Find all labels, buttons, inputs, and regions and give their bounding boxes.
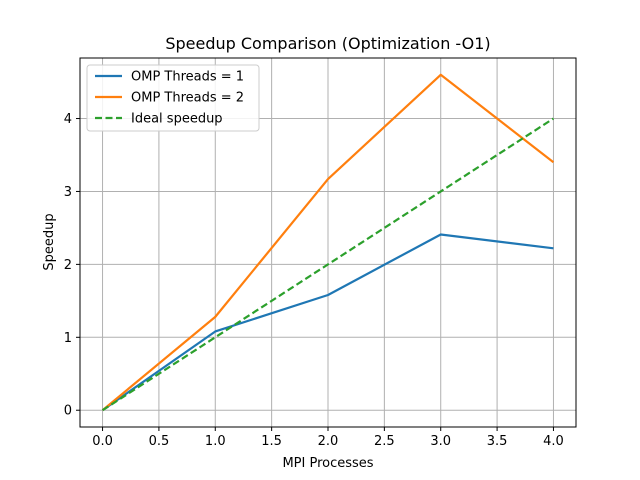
y-axis-label: Speedup	[42, 213, 57, 270]
chart-title: Speedup Comparison (Optimization -O1)	[165, 34, 490, 53]
x-axis-label: MPI Processes	[282, 456, 373, 471]
legend: OMP Threads = 1 OMP Threads = 2 Ideal spee…	[86, 64, 260, 132]
legend-box	[86, 64, 260, 132]
axis-ticks: 0.0 0.5 1.0 1.5 2.0 2.5 3.0 3.5 4.0 0 1 2 3 4	[64, 112, 564, 449]
y-tick-label: 1	[64, 331, 72, 346]
x-tick-label: 3.5	[487, 434, 508, 449]
y-tick-label: 4	[64, 112, 72, 127]
series-line-ideal-speedup	[101, 117, 555, 412]
y-tick-label: 0	[64, 404, 72, 419]
series-line-omp-threads-2	[101, 73, 555, 412]
legend-label: OMP Threads = 2	[131, 91, 244, 106]
x-tick-label: 1.0	[205, 434, 226, 449]
series-lines	[101, 73, 555, 412]
legend-label: OMP Threads = 1	[131, 70, 244, 85]
x-tick-label: 1.5	[261, 434, 282, 449]
x-tick-label: 2.0	[318, 434, 339, 449]
y-tick-label: 2	[64, 258, 72, 273]
x-tick-label: 2.5	[374, 434, 395, 449]
x-tick-label: 3.0	[430, 434, 451, 449]
y-tick-label: 3	[64, 185, 72, 200]
x-tick-label: 0.0	[92, 434, 113, 449]
x-tick-label: 4.0	[543, 434, 564, 449]
series-line-omp-threads-1	[101, 233, 554, 412]
x-tick-label: 0.5	[149, 434, 170, 449]
legend-label: Ideal speedup	[131, 112, 223, 127]
